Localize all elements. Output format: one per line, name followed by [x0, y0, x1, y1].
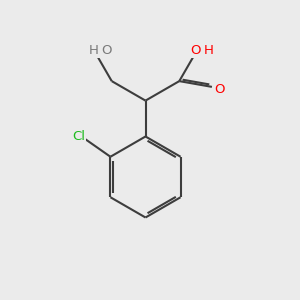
Text: Cl: Cl — [72, 130, 85, 143]
Text: H: H — [89, 44, 99, 57]
Text: O: O — [214, 83, 225, 96]
Text: H: H — [203, 44, 213, 57]
Text: O: O — [190, 44, 201, 57]
Text: O: O — [101, 44, 112, 57]
